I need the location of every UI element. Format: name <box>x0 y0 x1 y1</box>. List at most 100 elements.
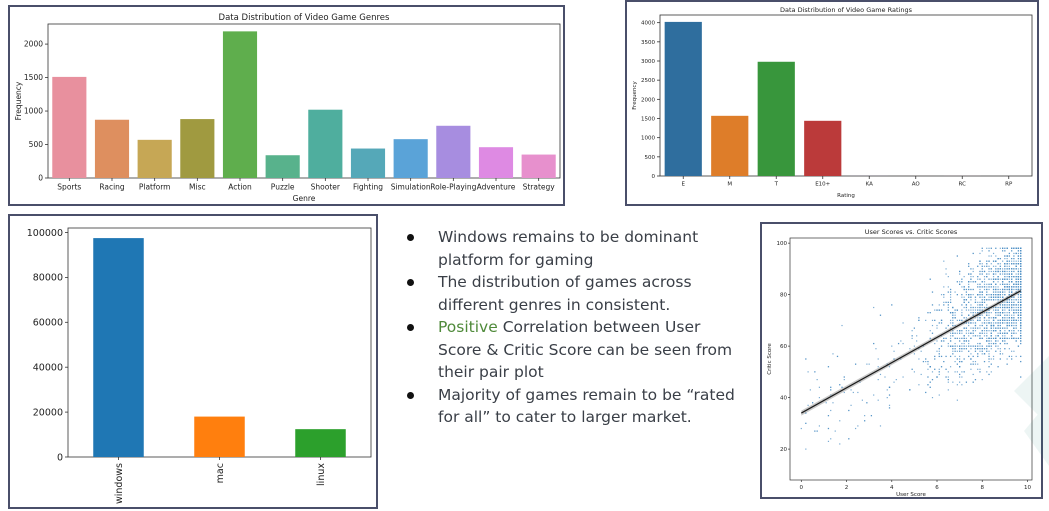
scatter-point <box>1013 327 1015 329</box>
scatter-point <box>963 337 965 340</box>
scatter-point <box>913 353 915 355</box>
scatter-point <box>999 324 1001 327</box>
scatter-point <box>873 342 875 345</box>
scatter-point <box>988 294 990 296</box>
scatter-point <box>977 317 979 319</box>
scatter-point <box>911 335 913 337</box>
scatter-point <box>997 324 999 327</box>
scatter-point <box>990 363 992 365</box>
plot-frame <box>659 14 1033 177</box>
scatter-point <box>1015 291 1017 293</box>
scatter-point <box>952 335 954 337</box>
scatter-point <box>830 386 832 388</box>
scatter-point <box>959 376 961 378</box>
scatter-point <box>959 381 961 383</box>
scatter-point <box>986 350 988 352</box>
scatter-point <box>895 378 897 381</box>
x-tick-label: Racing <box>99 183 125 192</box>
scatter-point <box>1011 324 1013 327</box>
scatter-point <box>1001 283 1004 285</box>
scatter-point <box>864 415 866 417</box>
scatter-point <box>997 345 999 347</box>
scatter-point <box>1004 268 1006 270</box>
scatter-point <box>954 355 956 358</box>
scatter-point <box>818 386 821 388</box>
scatter-point <box>968 263 970 265</box>
y-tick-label: 3500 <box>641 40 655 46</box>
scatter-point <box>929 312 931 314</box>
scatter-point <box>986 247 988 249</box>
scatter-point <box>945 273 947 275</box>
scatter-point <box>843 378 845 381</box>
scatter-point <box>1013 299 1015 301</box>
scatter-point <box>805 412 807 414</box>
scatter-point <box>1004 342 1006 345</box>
scatter-point <box>981 306 983 309</box>
scatter-point <box>979 301 981 303</box>
scatter-point <box>920 350 922 352</box>
y-tick-label: 60000 <box>33 318 63 329</box>
scatter-point <box>995 306 997 309</box>
scatter-point <box>1006 304 1008 306</box>
scatter-point <box>990 299 992 301</box>
scatter-point <box>830 438 832 440</box>
scatter-point <box>997 286 999 288</box>
scatter-point <box>1013 301 1015 303</box>
scatter-point <box>1015 322 1017 324</box>
scatter-point <box>1008 317 1010 319</box>
scatter-point <box>963 348 965 350</box>
scatter-point <box>925 391 927 394</box>
scatter-point <box>988 342 990 345</box>
scatter-point <box>986 345 988 347</box>
scatter-point <box>827 440 830 442</box>
score-scatter-chart: User Scores vs. Critic Scores 0 2 4 6 8 10 20 40… <box>767 228 1033 497</box>
scatter-point <box>990 340 992 342</box>
scatter-point <box>1013 306 1015 309</box>
bar-misc <box>180 119 215 178</box>
scatter-point <box>1001 260 1004 262</box>
scatter-point <box>983 281 986 283</box>
scatter-point <box>911 330 913 332</box>
scatter-point <box>1006 273 1008 275</box>
scatter-point <box>949 335 952 337</box>
scatter-point <box>963 306 965 309</box>
scatter-point <box>992 296 995 298</box>
scatter-point <box>1001 273 1004 275</box>
scatter-point <box>977 363 979 365</box>
scatter-point <box>1011 268 1013 270</box>
scatter-point <box>961 360 963 363</box>
scatter-point <box>839 384 841 386</box>
scatter-point <box>981 281 983 283</box>
scatter-point <box>977 355 979 358</box>
scatter-point <box>893 381 895 383</box>
scatter-point <box>1013 309 1015 311</box>
scatter-point <box>956 319 958 321</box>
scatter-point <box>988 345 990 347</box>
scatter-point <box>970 363 972 365</box>
scatter-point <box>805 422 807 424</box>
scatter-point <box>1011 288 1013 291</box>
scatter-point <box>997 327 999 329</box>
scatter-point <box>959 332 961 334</box>
scatter-point <box>938 394 940 396</box>
scatter-point <box>974 296 977 298</box>
scatter-point <box>986 273 988 275</box>
scatter-point <box>988 306 990 309</box>
chart-title: Data Distribution of Video Game Genres <box>219 13 390 23</box>
scatter-point <box>902 342 904 345</box>
scatter-point <box>1008 314 1010 316</box>
scatter-point <box>956 309 958 311</box>
scatter-point <box>1017 276 1020 278</box>
scatter-point <box>981 268 983 270</box>
scatter-point <box>997 306 999 309</box>
scatter-point <box>818 397 821 399</box>
scatter-point <box>986 306 988 309</box>
scatter-point <box>956 345 958 347</box>
scatter-point <box>986 340 988 342</box>
scatter-point <box>961 376 963 378</box>
scatter-point <box>1015 278 1017 280</box>
genre-bar-chart: Data Distribution of Video Game Genres 0 5… <box>14 13 561 203</box>
scatter-point <box>997 281 999 283</box>
scatter-point <box>988 353 990 355</box>
scatter-point <box>1011 299 1013 301</box>
